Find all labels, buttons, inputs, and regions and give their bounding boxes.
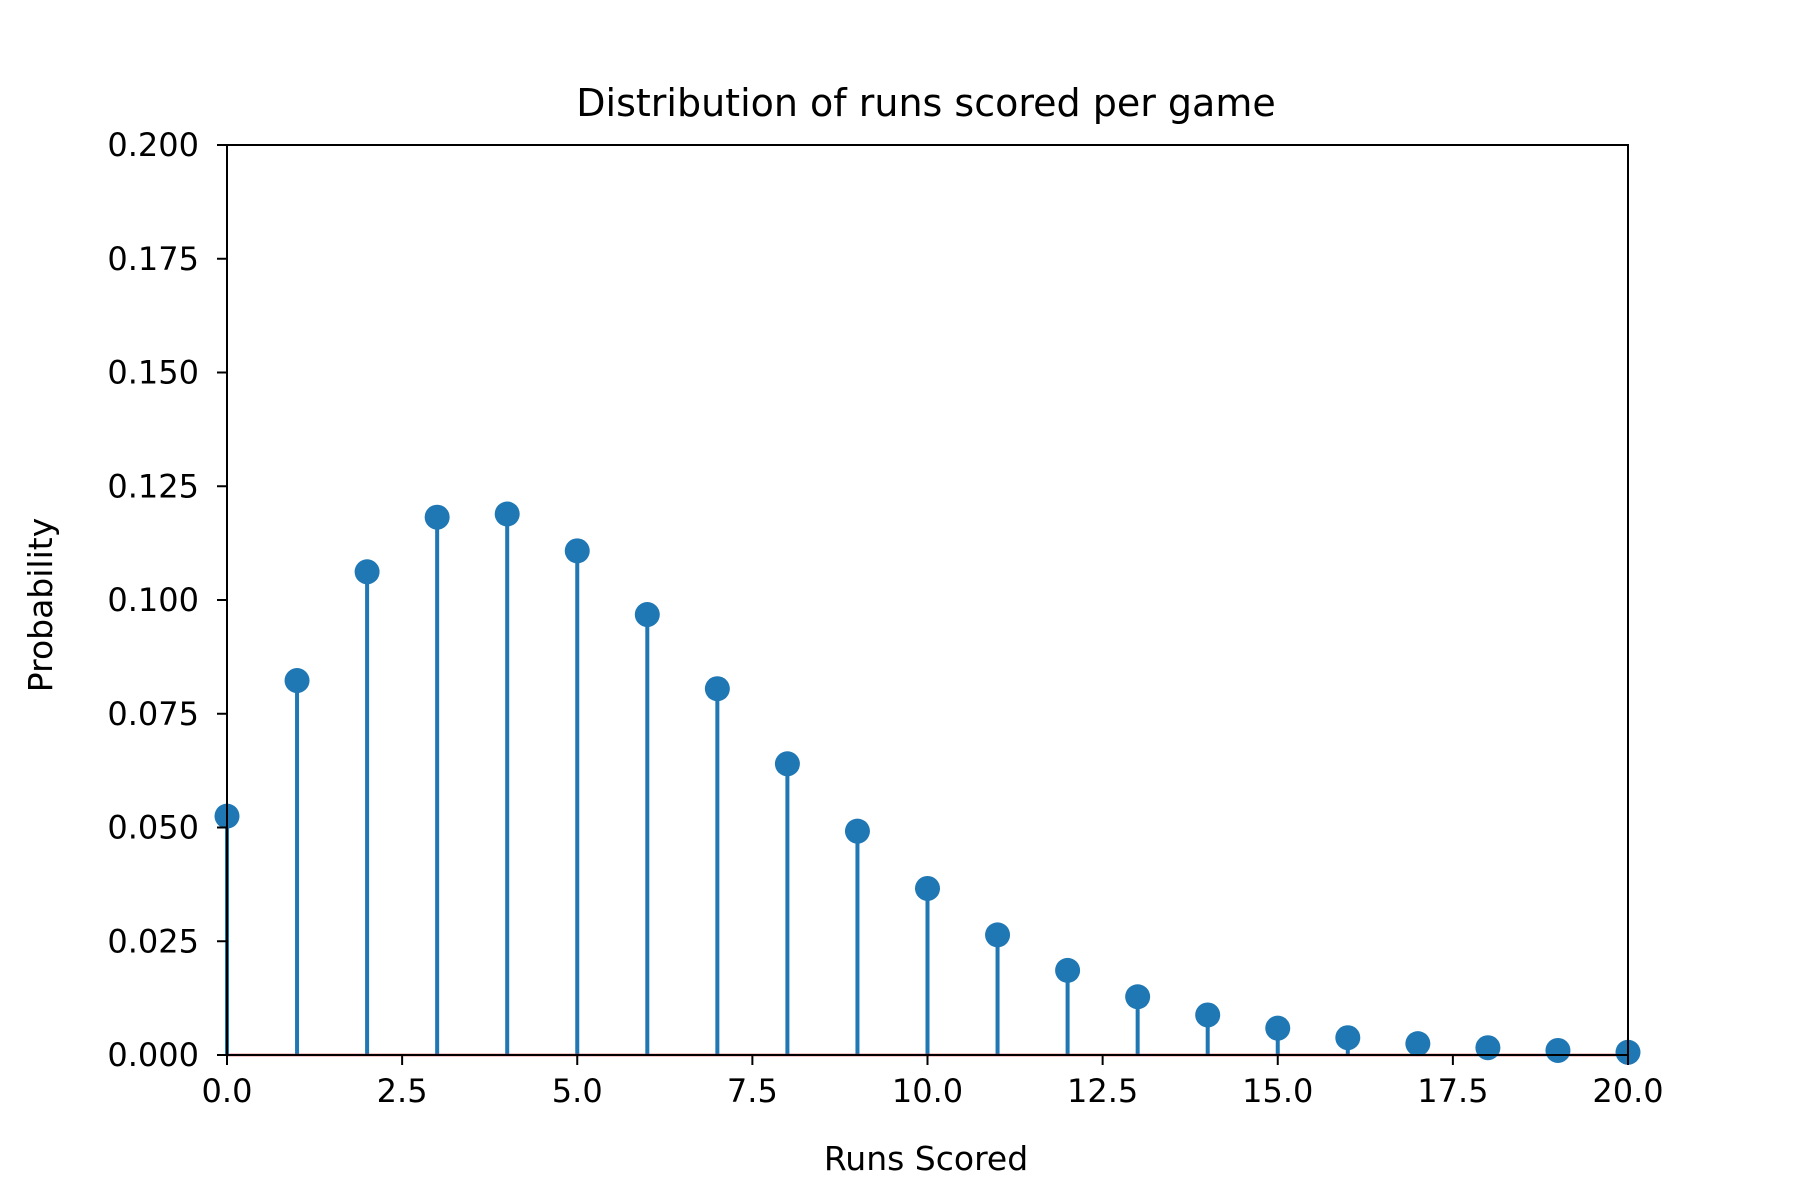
data-point-2: [354, 559, 380, 585]
data-point-3: [424, 504, 450, 530]
y-tick-label: 0.075: [107, 695, 199, 733]
x-tick-label: 20.0: [1592, 1072, 1663, 1110]
data-point-12: [1055, 957, 1081, 983]
data-point-17: [1405, 1031, 1431, 1057]
y-axis-ticks: 0.000 0.025 0.050 0.075 0.100 0.125 0.150 0.175…: [107, 126, 227, 1074]
x-tick-label: 17.5: [1417, 1072, 1488, 1110]
y-tick-label: 0.125: [107, 467, 199, 505]
stems-layer: [225, 514, 1630, 1055]
data-point-5: [564, 538, 590, 564]
y-tick-label: 0.050: [107, 809, 199, 847]
y-tick-label: 0.025: [107, 922, 199, 960]
data-point-18: [1475, 1035, 1501, 1061]
markers-layer: [214, 501, 1641, 1065]
y-tick-label: 0.200: [107, 126, 199, 164]
data-point-13: [1125, 984, 1151, 1010]
data-point-15: [1265, 1015, 1291, 1041]
data-point-14: [1195, 1002, 1221, 1028]
chart-title: Distribution of runs scored per game: [576, 81, 1275, 125]
x-tick-label: 2.5: [377, 1072, 428, 1110]
data-point-9: [844, 818, 870, 844]
data-point-6: [634, 602, 660, 628]
x-tick-label: 0.0: [202, 1072, 253, 1110]
data-point-8: [774, 751, 800, 777]
data-point-19: [1545, 1037, 1571, 1063]
data-point-11: [985, 922, 1011, 948]
y-tick-label: 0.175: [107, 240, 199, 278]
data-point-16: [1335, 1025, 1361, 1051]
x-axis-label: Runs Scored: [824, 1139, 1028, 1178]
data-point-7: [704, 676, 730, 702]
x-tick-label: 5.0: [552, 1072, 603, 1110]
data-point-4: [494, 501, 520, 527]
y-tick-label: 0.000: [107, 1036, 199, 1074]
x-axis-ticks: 0.0 2.5 5.0 7.5 10.0 12.5 15.0 17.5 20.0: [202, 1055, 1664, 1110]
y-axis-label: Probability: [21, 518, 60, 692]
y-tick-label: 0.100: [107, 581, 199, 619]
y-tick-label: 0.150: [107, 354, 199, 392]
data-point-1: [284, 668, 310, 694]
x-tick-label: 10.0: [892, 1072, 963, 1110]
x-tick-label: 15.0: [1242, 1072, 1313, 1110]
data-point-10: [915, 875, 940, 901]
x-tick-label: 7.5: [727, 1072, 778, 1110]
x-tick-label: 12.5: [1067, 1072, 1138, 1110]
